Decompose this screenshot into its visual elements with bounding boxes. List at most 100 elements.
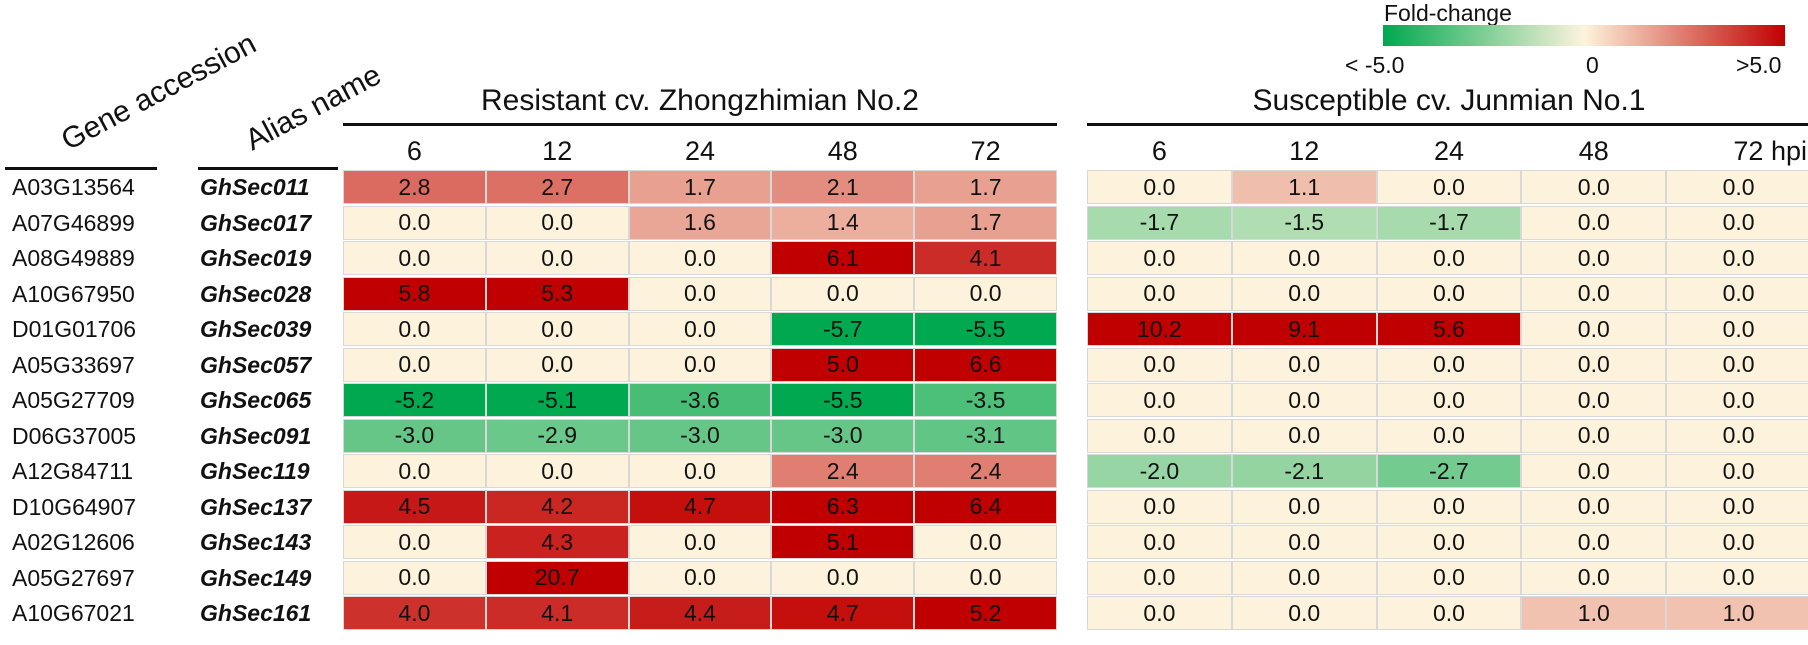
heatmap-cell: 0.0 bbox=[1231, 418, 1377, 453]
heatmap-cell: 4.7 bbox=[628, 489, 772, 524]
alias-name: GhSec011 bbox=[200, 174, 310, 200]
timepoint-label: 48 bbox=[827, 136, 858, 166]
heatmap-cell: 0.0 bbox=[1521, 383, 1667, 417]
heatmap-cell: 6.4 bbox=[914, 489, 1057, 524]
heatmap-cell: 0.0 bbox=[914, 525, 1057, 559]
heatmap-cell: 5.6 bbox=[1376, 312, 1522, 346]
heatmap-cell: 0.0 bbox=[1376, 525, 1522, 559]
alias-name: GhSec065 bbox=[200, 387, 312, 413]
heatmap-cell: 5.3 bbox=[485, 276, 629, 311]
alias-name: GhSec149 bbox=[200, 564, 312, 591]
heatmap-cell: 0.0 bbox=[628, 347, 772, 382]
heatmap-cell: 0.0 bbox=[1376, 418, 1522, 453]
heatmap-cell: -1.7 bbox=[1087, 205, 1232, 240]
heatmap-cell: -5.7 bbox=[771, 312, 915, 346]
heatmap-cell: 2.4 bbox=[771, 454, 915, 488]
heatmap-cell: 1.4 bbox=[771, 205, 915, 240]
legend-min-label: < -5.0 bbox=[1345, 52, 1405, 78]
heatmap-cell: -1.5 bbox=[1231, 205, 1377, 240]
heatmap-cell: 0.0 bbox=[1087, 418, 1232, 453]
heatmap-cell: 0.0 bbox=[771, 560, 915, 595]
heatmap-cell: 0.0 bbox=[1087, 241, 1232, 275]
heatmap-cell: 0.0 bbox=[1231, 241, 1377, 275]
gene-accession: A10G67950 bbox=[12, 280, 135, 307]
heatmap-cell: 0.0 bbox=[1231, 525, 1377, 559]
heatmap-cell: -3.0 bbox=[628, 418, 772, 453]
alias-name: GhSec143 bbox=[200, 529, 312, 555]
heatmap-cell: 2.1 bbox=[771, 170, 915, 204]
timepoint-label: 72 hpi bbox=[1733, 136, 1807, 166]
heatmap-cell: -3.5 bbox=[914, 383, 1057, 417]
heatmap-cell: -2.7 bbox=[1376, 454, 1522, 488]
alias-name: GhSec039 bbox=[200, 316, 312, 342]
heatmap-cell: -3.6 bbox=[628, 383, 772, 417]
heatmap-cell: 0.0 bbox=[343, 205, 486, 240]
alias-column-underline bbox=[198, 167, 338, 170]
alias-name: GhSec017 bbox=[200, 209, 312, 236]
gene-accession-header: Gene accession bbox=[56, 26, 262, 158]
gene-accession: A05G27697 bbox=[12, 564, 135, 591]
susceptible-group-title: Susceptible cv. Junmian No.1 bbox=[1252, 84, 1646, 117]
heatmap-cell: 0.0 bbox=[1666, 560, 1808, 595]
susceptible-group-underline bbox=[1087, 123, 1808, 126]
heatmap-cell: 4.1 bbox=[485, 596, 629, 630]
heatmap-cell: 0.0 bbox=[628, 525, 772, 559]
heatmap-cell: -3.0 bbox=[771, 418, 915, 453]
gene-accession: A10G67021 bbox=[12, 600, 135, 626]
heatmap-cell: -5.5 bbox=[771, 383, 915, 417]
heatmap-cell: 0.0 bbox=[1521, 418, 1667, 453]
gene-accession: A05G27709 bbox=[12, 387, 135, 413]
heatmap-cell: 0.0 bbox=[1376, 489, 1522, 524]
timepoint-label: 6 bbox=[406, 136, 422, 166]
heatmap-cell: 6.3 bbox=[771, 489, 915, 524]
heatmap-cell: 0.0 bbox=[1666, 454, 1808, 488]
timepoint-label: 12 bbox=[1289, 136, 1320, 166]
heatmap-cell: 0.0 bbox=[1666, 383, 1808, 417]
heatmap-cell: 1.1 bbox=[1231, 170, 1377, 204]
heatmap-cell: 0.0 bbox=[1087, 560, 1232, 595]
heatmap-cell: 0.0 bbox=[1376, 596, 1522, 630]
alias-name: GhSec091 bbox=[200, 422, 312, 449]
heatmap-cell: -5.2 bbox=[343, 383, 486, 417]
heatmap-cell: 0.0 bbox=[1666, 489, 1808, 524]
heatmap-cell: 0.0 bbox=[1521, 205, 1667, 240]
heatmap-cell: 0.0 bbox=[914, 276, 1057, 311]
heatmap-cell: 0.0 bbox=[1231, 489, 1377, 524]
heatmap-cell: 0.0 bbox=[1087, 170, 1232, 204]
heatmap-cell: 5.8 bbox=[343, 276, 486, 311]
alias-name: GhSec137 bbox=[200, 493, 312, 520]
heatmap-cell: 0.0 bbox=[1376, 560, 1522, 595]
alias-name: GhSec028 bbox=[200, 280, 312, 307]
gene-accession: A02G12606 bbox=[12, 529, 135, 555]
heatmap-cell: -3.1 bbox=[914, 418, 1057, 453]
heatmap-cell: 1.7 bbox=[914, 205, 1057, 240]
heatmap-cell: 1.6 bbox=[628, 205, 772, 240]
heatmap-cell: 0.0 bbox=[343, 347, 486, 382]
gene-column-underline bbox=[5, 167, 157, 170]
timepoint-label: 24 bbox=[1433, 136, 1465, 166]
heatmap-cell: 5.0 bbox=[771, 347, 915, 382]
heatmap-cell: 0.0 bbox=[1087, 596, 1232, 630]
heatmap-cell: 4.2 bbox=[485, 489, 629, 524]
gene-accession: A12G84711 bbox=[12, 458, 134, 484]
heatmap-cell: 0.0 bbox=[1521, 276, 1667, 311]
heatmap-cell: 0.0 bbox=[1666, 347, 1808, 382]
heatmap-cell: 0.0 bbox=[343, 312, 486, 346]
heatmap-cell: 0.0 bbox=[485, 454, 629, 488]
heatmap-cell: 0.0 bbox=[1666, 170, 1808, 204]
heatmap-cell: 1.0 bbox=[1666, 596, 1808, 630]
heatmap-cell: 0.0 bbox=[343, 560, 486, 595]
legend-mid-label: 0 bbox=[1586, 52, 1599, 78]
heatmap-cell: 0.0 bbox=[1231, 347, 1377, 382]
heatmap-cell: 6.6 bbox=[914, 347, 1057, 382]
heatmap-cell: -5.1 bbox=[485, 383, 629, 417]
heatmap-cell: 9.1 bbox=[1231, 312, 1377, 346]
timepoint-label: 6 bbox=[1151, 136, 1167, 166]
heatmap-cell: 0.0 bbox=[628, 454, 772, 488]
heatmap-cell: 0.0 bbox=[1521, 454, 1667, 488]
heatmap-cell: 0.0 bbox=[1376, 383, 1522, 417]
gene-accession: A08G49889 bbox=[12, 245, 135, 271]
heatmap-cell: 0.0 bbox=[485, 347, 629, 382]
heatmap-cell: 0.0 bbox=[485, 312, 629, 346]
